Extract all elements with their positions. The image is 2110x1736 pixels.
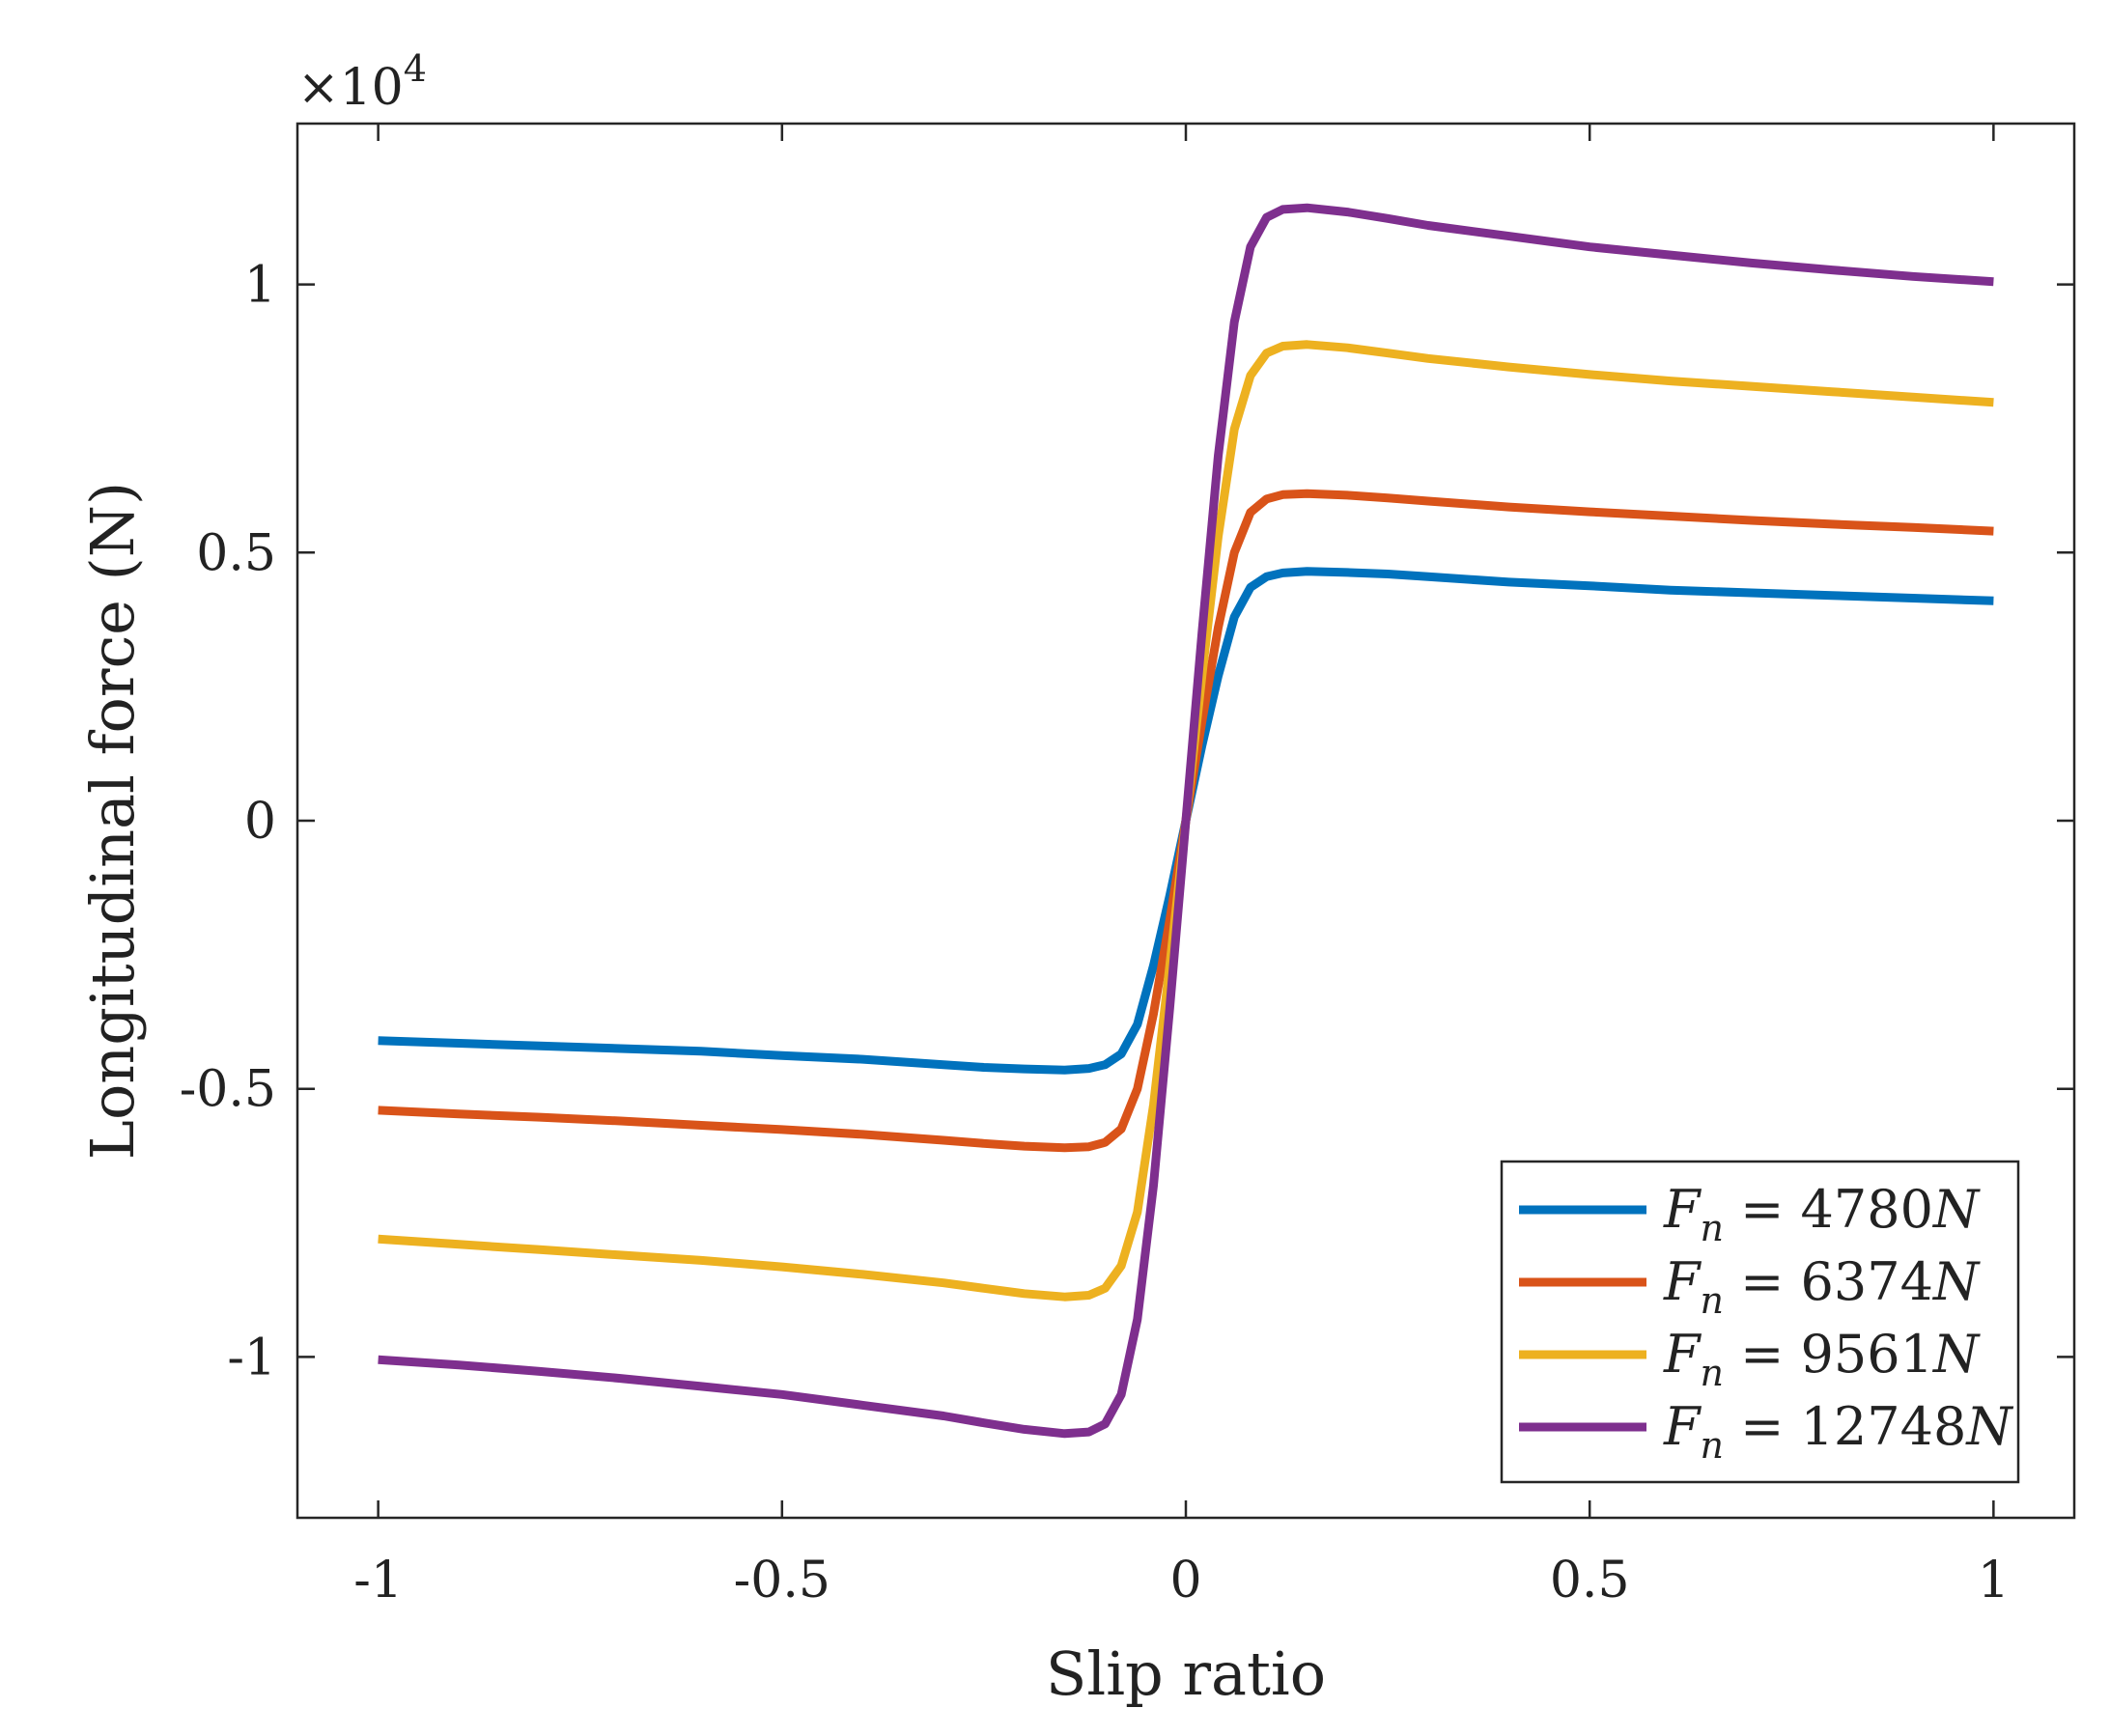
- x-tick-label: 1: [1978, 1552, 2010, 1610]
- y-tick-label: -1: [227, 1329, 276, 1386]
- legend-label-4: Fn = 12748N: [1663, 1396, 2013, 1467]
- y-axis-exponent-power: 4: [404, 47, 427, 90]
- legend-label-3: Fn = 9561N: [1663, 1324, 1981, 1394]
- legend-label-2: Fn = 6374N: [1663, 1251, 1981, 1322]
- legend-label-1: Fn = 4780N: [1663, 1179, 1981, 1249]
- x-tick-label: -1: [353, 1552, 403, 1610]
- x-tick-label: 0: [1169, 1552, 1201, 1610]
- ticks-layer: -1 -0.5 0 0.5 1 -1 -0.5 0 0.5 1: [180, 124, 2074, 1610]
- y-axis-title: Longitudinal force (N): [77, 482, 148, 1160]
- x-tick-label: 0.5: [1550, 1552, 1630, 1610]
- y-tick-label: 0.5: [196, 524, 276, 582]
- x-axis-title: Slip ratio: [1046, 1638, 1326, 1709]
- y-axis-exponent-base: ×10: [297, 59, 404, 117]
- series-layer: [378, 203, 1994, 1439]
- y-tick-label: -0.5: [180, 1061, 276, 1119]
- series-line-4: [378, 203, 1994, 1439]
- y-tick-label: 0: [244, 793, 276, 851]
- y-tick-label: 1: [244, 257, 276, 315]
- y-axis-exponent: ×104: [297, 47, 427, 117]
- x-tick-label: -0.5: [734, 1552, 830, 1610]
